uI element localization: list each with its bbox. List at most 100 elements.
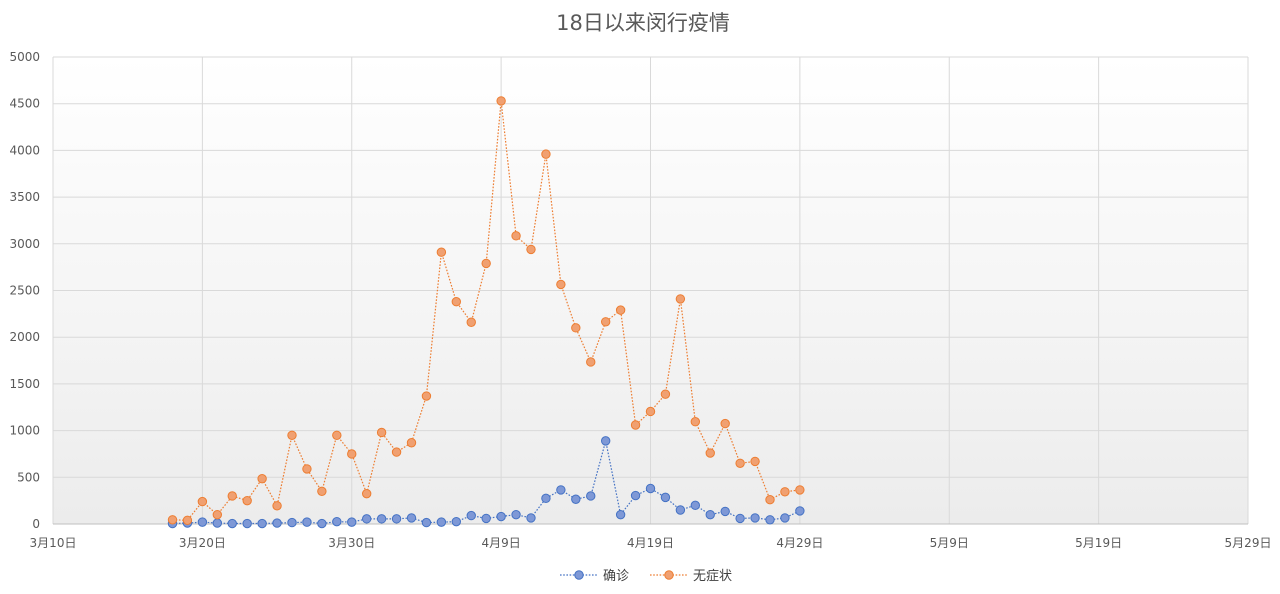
data-point [332,430,342,440]
data-point [466,317,476,327]
data-point [421,517,432,528]
data-point [615,509,626,520]
series-layer [167,96,805,529]
data-point [765,515,775,525]
data-point [586,491,596,501]
data-point [167,515,178,525]
data-point [302,517,312,527]
data-point [257,518,267,529]
data-point [406,513,417,523]
y-tick-label: 4500 [9,97,40,111]
data-point [705,448,715,458]
y-tick-label: 1000 [9,424,40,438]
data-point [600,317,611,327]
data-point [421,391,432,401]
x-tick-label: 5月29日 [1225,536,1272,550]
data-point [481,513,491,524]
data-point [287,430,297,440]
data-point [705,509,715,520]
data-point [795,485,805,495]
chart-title: 18日以来闵行疫情 [556,11,730,35]
x-tick-label: 4月19日 [627,536,674,550]
data-point [272,518,282,528]
data-point [556,279,566,290]
data-point [511,231,521,241]
data-point [242,495,252,506]
data-point [496,96,506,106]
data-point [765,495,775,505]
x-tick-label: 4月9日 [481,536,520,550]
data-point [630,420,641,430]
data-point [690,500,701,511]
data-point [376,514,387,524]
data-point [720,506,730,517]
y-tick-label: 3000 [9,237,40,251]
x-tick-label: 3月20日 [179,536,226,550]
data-point [541,493,551,504]
data-point [690,417,701,427]
data-point [556,485,566,495]
data-point [347,449,357,459]
data-point [302,464,312,474]
data-point [735,458,745,468]
data-point [287,517,297,528]
data-point [645,483,656,494]
data-point [750,456,760,467]
data-point [571,494,581,504]
data-point [795,506,805,516]
data-point [496,511,506,522]
legend-marker [574,570,584,580]
series-2 [167,96,805,525]
data-point [466,510,476,521]
data-point [436,247,447,257]
data-point [436,517,447,527]
data-point [541,149,551,159]
y-tick-label: 4000 [9,143,40,157]
x-tick-label: 5月19日 [1075,536,1122,550]
y-tick-label: 500 [17,470,40,484]
data-point [526,513,536,523]
data-point [212,509,223,520]
x-tick-label: 5月9日 [930,536,969,550]
data-point [600,436,611,446]
data-point [645,406,656,417]
data-point [615,305,626,315]
data-point [675,505,686,515]
data-point [197,496,208,507]
data-point [332,516,342,527]
data-point [227,491,237,501]
data-point [675,294,686,304]
data-point [780,487,790,497]
data-point [227,518,237,529]
data-point [780,513,790,523]
data-point [391,514,402,524]
y-tick-label: 2000 [9,330,40,344]
data-point [750,513,760,523]
data-point [720,418,730,429]
x-tick-label: 3月10日 [30,536,77,550]
data-point [317,518,327,529]
series-1 [167,436,805,529]
data-point [212,518,223,528]
data-point [376,427,387,438]
data-point [660,492,671,503]
data-point [451,297,462,307]
gridlines [52,56,1249,525]
data-point [451,516,462,527]
y-tick-label: 0 [32,517,40,531]
data-point [406,438,417,448]
legend: 确诊 无症状 [560,569,732,584]
legend-label: 确诊 [603,569,629,584]
data-point [630,490,641,501]
x-tick-label: 3月30日 [328,536,375,550]
data-point [242,518,252,529]
data-point [361,488,372,499]
x-tick-label: 4月29日 [776,536,823,550]
data-point [660,389,671,399]
data-point [361,514,372,524]
y-tick-label: 2500 [9,284,40,298]
data-point [571,323,581,333]
y-tick-label: 1500 [9,377,40,391]
data-point [735,513,745,524]
data-point [197,517,208,527]
